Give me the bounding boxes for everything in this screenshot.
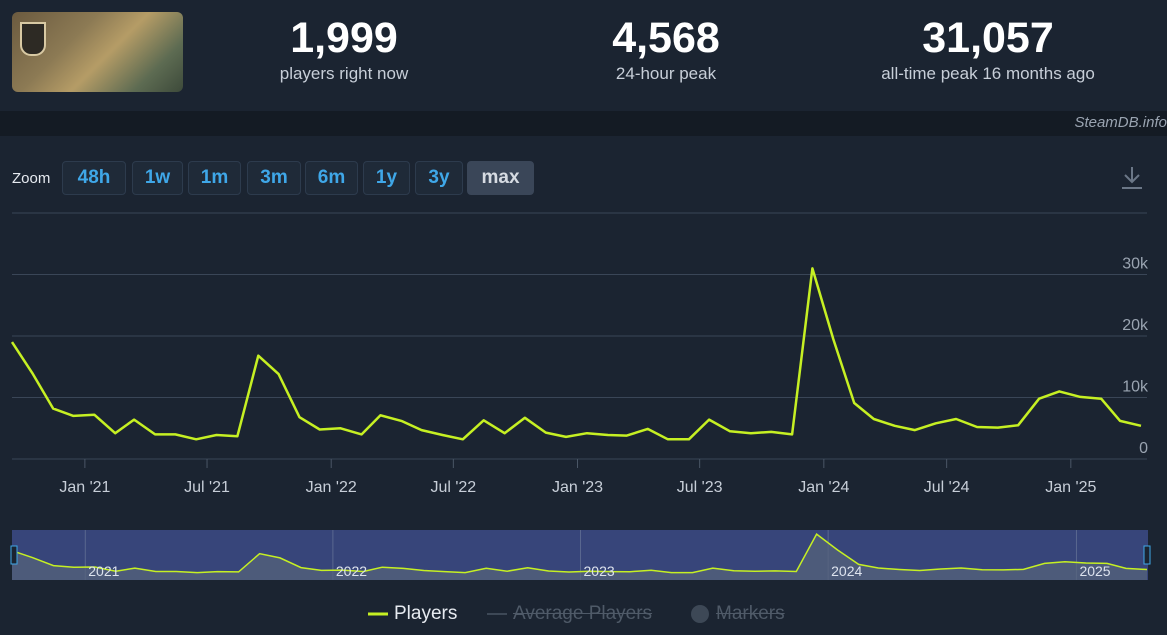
- legend-label: Markers: [716, 603, 785, 624]
- legend-average-players[interactable]: Average Players: [487, 603, 652, 625]
- x-tick-label: Jan '24: [798, 479, 849, 496]
- legend-label: Players: [394, 603, 458, 624]
- average-legend-icon: [487, 613, 507, 615]
- navigator-year-label: 2025: [1079, 563, 1110, 579]
- game-thumbnail[interactable]: [12, 12, 183, 92]
- x-tick-label: Jul '21: [184, 479, 230, 496]
- navigator-series-line: [11, 532, 1148, 574]
- y-tick-label: 20k: [1122, 317, 1149, 334]
- header-bar: 1,999 players right now 4,568 24-hour pe…: [0, 0, 1167, 111]
- x-tick-label: Jan '25: [1045, 479, 1096, 496]
- y-tick-label: 0: [1139, 440, 1148, 457]
- navigator[interactable]: 2021 2022 2023 2024 2025: [10, 530, 1151, 580]
- circle-icon: [691, 605, 709, 623]
- navigator-year-label: 2023: [584, 563, 615, 579]
- stat-value: 4,568: [612, 14, 720, 62]
- zoom-label: Zoom: [12, 170, 51, 187]
- zoom-max-button[interactable]: max: [467, 161, 534, 195]
- x-tick-label: Jul '22: [430, 479, 476, 496]
- zoom-1w-button[interactable]: 1w: [132, 161, 183, 195]
- legend-markers[interactable]: Markers: [690, 603, 785, 625]
- stat-all-time-peak: 31,057 all-time peak 16 months ago: [858, 12, 1118, 84]
- zoom-3m-button[interactable]: 3m: [247, 161, 301, 195]
- stat-label: 24-hour peak: [615, 64, 717, 83]
- x-tick-label: Jul '24: [924, 479, 970, 496]
- players-legend-icon: [368, 612, 388, 616]
- zoom-6m-button[interactable]: 6m: [305, 161, 358, 195]
- player-chart[interactable]: 0 10k 20k 30k Jan '21 Jul '21 Jan '22 Jul '22 J…: [0, 0, 1167, 600]
- legend-players[interactable]: Players: [368, 603, 457, 625]
- x-tick-label: Jan '22: [306, 479, 357, 496]
- zoom-1y-button[interactable]: 1y: [363, 161, 410, 195]
- steamdb-credit[interactable]: SteamDB.info: [1074, 114, 1167, 131]
- zoom-48h-button[interactable]: 48h: [62, 161, 126, 195]
- divider-band: [0, 111, 1167, 136]
- navigator-left-handle[interactable]: [10, 545, 18, 565]
- navigator-area: [12, 534, 1147, 580]
- stat-label: players right now: [279, 64, 409, 83]
- stat-current-players: 1,999 players right now: [244, 12, 444, 84]
- players-series-line: [10, 267, 1142, 441]
- game-crest-icon: [20, 22, 46, 56]
- navigator-year-label: 2022: [336, 563, 367, 579]
- zoom-1m-button[interactable]: 1m: [188, 161, 241, 195]
- stat-value: 31,057: [922, 14, 1054, 62]
- download-icon[interactable]: [1120, 165, 1144, 191]
- stat-24h-peak: 4,568 24-hour peak: [566, 12, 766, 84]
- x-tick-label: Jan '23: [552, 479, 603, 496]
- legend-label: Average Players: [513, 603, 653, 624]
- navigator-year-label: 2021: [88, 563, 119, 579]
- x-tick-label: Jul '23: [677, 479, 723, 496]
- y-tick-label: 10k: [1122, 379, 1149, 396]
- navigator-right-handle[interactable]: [1143, 545, 1151, 565]
- zoom-3y-button[interactable]: 3y: [415, 161, 463, 195]
- y-tick-label: 30k: [1122, 256, 1149, 273]
- navigator-year-label: 2024: [831, 563, 862, 579]
- stat-label: all-time peak 16 months ago: [881, 64, 1095, 83]
- stat-value: 1,999: [290, 14, 398, 62]
- x-tick-label: Jan '21: [59, 479, 110, 496]
